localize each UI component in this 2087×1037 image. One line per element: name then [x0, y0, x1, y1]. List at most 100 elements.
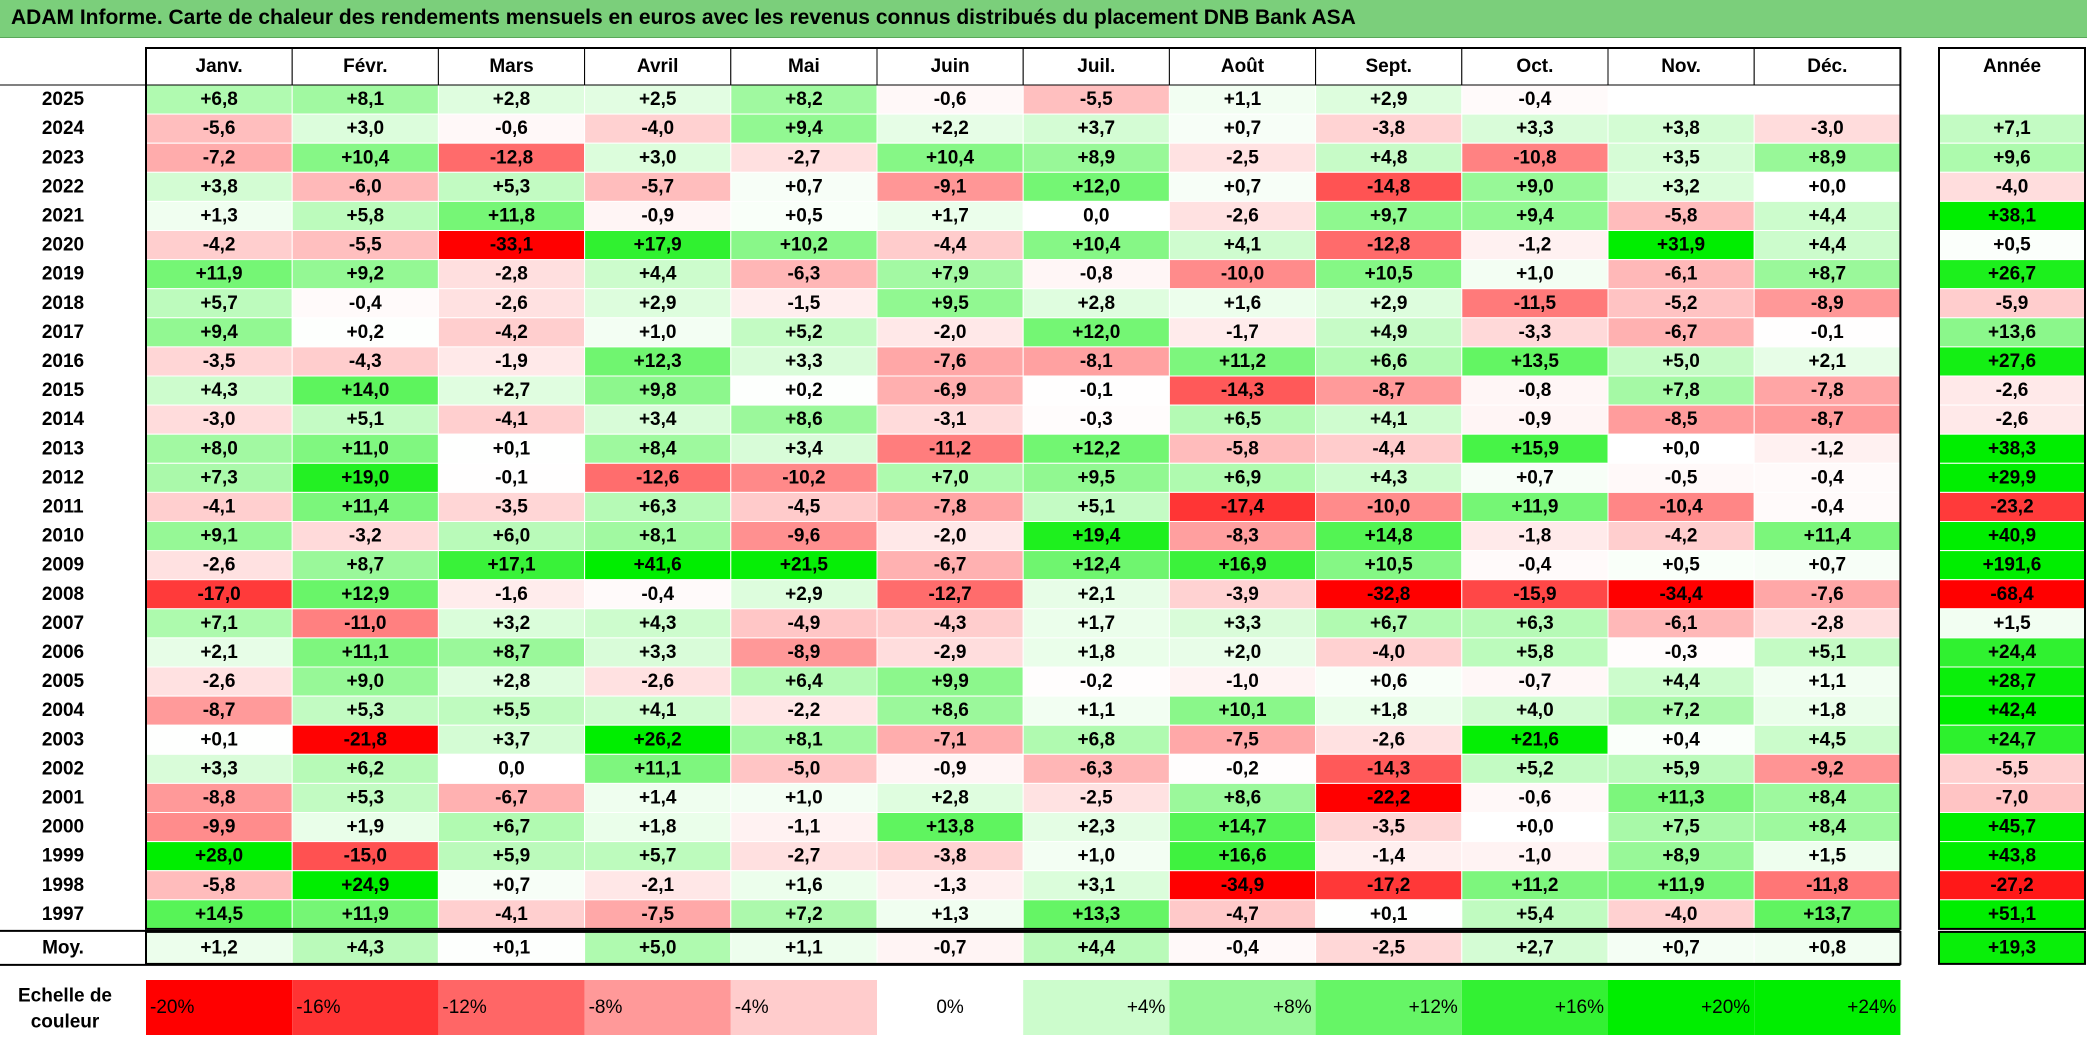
cell-value: +5,8: [347, 205, 385, 226]
heatmap-cell: [876, 142, 1024, 173]
cell-value: +2,8: [931, 787, 969, 808]
year-label: 2007: [42, 613, 84, 634]
heatmap-cell: [876, 171, 1024, 202]
heatmap-cell: [1607, 346, 1755, 377]
heatmap-cell: [437, 84, 586, 115]
cell-value: +9,2: [347, 264, 385, 285]
year-label: 2014: [42, 409, 85, 430]
heatmap-cell: [876, 666, 1024, 697]
cell-value: +2,1: [1078, 584, 1116, 605]
heatmap-cell: [145, 491, 293, 522]
cell-value: -5,7: [641, 176, 674, 197]
scale-swatch: [1169, 980, 1316, 1035]
heatmap-cell: [291, 375, 439, 406]
cell-value: +0,7: [785, 176, 823, 197]
cell-value: +0,0: [1809, 176, 1847, 197]
scale-tick-label: -4%: [735, 997, 769, 1018]
cell-value: -8,1: [1080, 351, 1113, 372]
cell-value: -9,2: [1811, 758, 1844, 779]
heatmap-cell: [1022, 782, 1170, 814]
cell-value: -0,4: [1519, 555, 1552, 576]
heatmap-cell: [291, 899, 439, 930]
cell-value: +3,0: [639, 147, 677, 168]
cell-value: +0,1: [1370, 904, 1408, 925]
scale-swatch: [1754, 980, 1901, 1035]
heatmap-cell: [1461, 870, 1609, 901]
cell-value: +13,8: [926, 817, 974, 838]
cell-value: +3,5: [1662, 147, 1700, 168]
cell-value: +11,9: [196, 264, 243, 285]
heatmap-cell: [1022, 113, 1170, 144]
heatmap-cell: [437, 404, 586, 435]
avg-cell: [584, 931, 732, 965]
annual-value: +191,6: [1983, 555, 2042, 576]
cell-value: +8,0: [200, 438, 238, 459]
annual-value: +27,6: [1988, 351, 2036, 372]
cell-value: -0,3: [1080, 409, 1113, 430]
heatmap-cell: [1461, 491, 1609, 522]
heatmap-cell: [730, 579, 878, 610]
heatmap-cell: [291, 521, 439, 552]
cell-value: +1,4: [639, 787, 677, 808]
cell-value: -0,6: [495, 118, 528, 139]
annual-value: -2,6: [1996, 380, 2029, 401]
heatmap-cell: [437, 521, 586, 552]
heatmap-cell: [1753, 404, 1901, 435]
cell-value: +3,1: [1078, 875, 1116, 896]
annual-value: -5,5: [1996, 758, 2029, 779]
cell-value: -2,7: [788, 846, 821, 867]
avg-cell: [437, 931, 586, 965]
cell-value: +8,6: [931, 700, 969, 721]
cell-value: +1,5: [1809, 846, 1847, 867]
cell-value: +4,4: [639, 264, 677, 285]
cell-value: +4,9: [1370, 322, 1408, 343]
cell-value: +1,7: [1078, 613, 1116, 634]
heatmap-cell: [437, 899, 586, 930]
heatmap-cell: [437, 841, 586, 872]
scale-tick-label: -8%: [589, 997, 623, 1018]
cell-value: -1,0: [1226, 671, 1259, 692]
heatmap-cell: [145, 812, 293, 843]
heatmap-cell: [1022, 375, 1170, 406]
heatmap-cell: [584, 346, 732, 377]
cell-value: -3,8: [1372, 118, 1405, 139]
annual-value: +42,4: [1988, 700, 2037, 721]
cell-value: +0,0: [1662, 438, 1700, 459]
cell-value: +4,1: [1224, 235, 1262, 256]
heatmap-cell: [730, 171, 878, 202]
cell-value: -7,6: [1811, 584, 1844, 605]
cell-value: +6,8: [1078, 729, 1116, 750]
avg-value: +1,2: [200, 937, 238, 958]
cell-value: +1,8: [1078, 642, 1116, 663]
cell-value: +0,7: [1516, 467, 1554, 488]
cell-value: +1,8: [1809, 700, 1847, 721]
heatmap-cell: [1315, 550, 1463, 581]
cell-value: +6,4: [785, 671, 823, 692]
scale-swatch: [1608, 980, 1755, 1035]
scale-tick-label: +16%: [1555, 997, 1604, 1018]
cell-value: -2,5: [1226, 147, 1259, 168]
cell-value: -12,6: [636, 467, 679, 488]
year-label: 2016: [42, 351, 84, 372]
avg-label: Moy.: [42, 937, 84, 958]
cell-value: +4,0: [1516, 700, 1554, 721]
heatmap-cell: [1461, 288, 1609, 319]
cell-value: -4,5: [788, 496, 821, 517]
cell-value: +10,1: [1218, 700, 1267, 721]
heatmap-cell: [1022, 230, 1170, 261]
cell-value: -3,0: [203, 409, 236, 430]
cell-value: -6,7: [495, 787, 528, 808]
heatmap-cell: [1607, 782, 1755, 814]
annual-cell: [1938, 608, 2086, 639]
cell-value: -6,1: [1665, 613, 1698, 634]
year-label: 2012: [42, 467, 84, 488]
cell-value: +6,7: [493, 817, 531, 838]
heatmap-cell: [437, 171, 586, 202]
avg-value: +0,8: [1809, 937, 1847, 958]
heatmap-cell: [1022, 259, 1170, 290]
cell-value: +7,1: [200, 613, 238, 634]
heatmap-cell: [730, 608, 878, 639]
cell-value: +1,1: [1809, 671, 1847, 692]
heatmap-cell: [1461, 782, 1609, 814]
cell-value: -4,0: [1665, 904, 1698, 925]
